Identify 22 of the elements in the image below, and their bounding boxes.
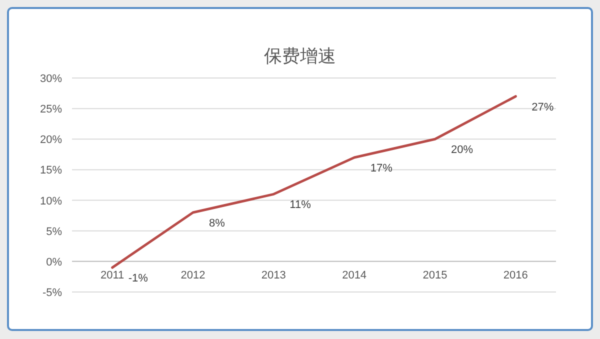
y-tick-label: 25% <box>40 104 62 116</box>
x-tick-label: 2011 <box>100 269 124 282</box>
x-tick-label: 2016 <box>503 269 528 282</box>
data-label: -1% <box>128 272 148 285</box>
data-label: 17% <box>370 162 393 174</box>
y-tick-label: 0% <box>46 256 62 268</box>
x-tick-label: 2012 <box>180 269 206 282</box>
chart-title: 保费增速 <box>264 46 336 66</box>
data-label: 8% <box>209 218 226 230</box>
x-tick-label: 2015 <box>422 269 448 282</box>
data-label: 11% <box>290 199 312 212</box>
line-series <box>111 95 517 269</box>
data-label: 20% <box>451 144 474 156</box>
y-tick-label: 5% <box>46 226 62 238</box>
y-tick-label: 10% <box>40 195 62 208</box>
y-tick-label: -5% <box>42 287 62 299</box>
y-tick-label: 15% <box>40 164 62 177</box>
data-label: 27% <box>532 101 554 114</box>
y-tick-label: 20% <box>40 134 62 146</box>
y-tick-label: 30% <box>40 73 62 85</box>
x-tick-label: 2013 <box>261 269 286 282</box>
x-tick-label: 2014 <box>342 269 367 282</box>
